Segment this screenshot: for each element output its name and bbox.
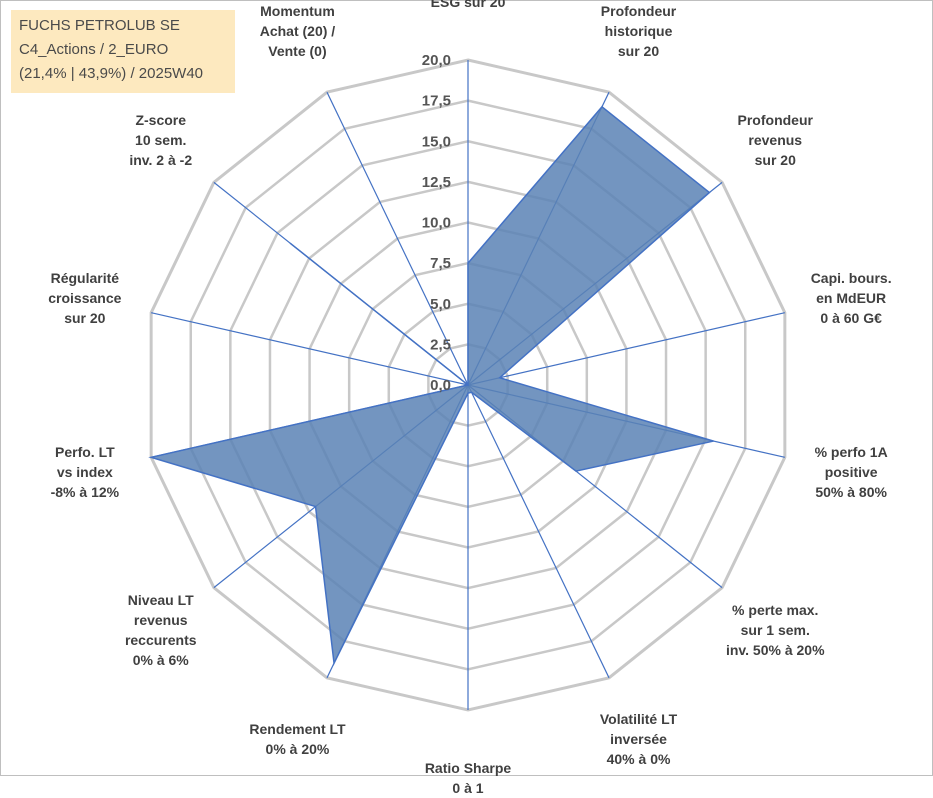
category-label-line: Profondeur: [600, 2, 677, 19]
category-label-line: en MdEUR: [816, 289, 887, 306]
tick-label: 2,5: [430, 336, 451, 353]
category-label-line: inv. 2 à -2: [129, 151, 193, 168]
category-label-line: revenus: [133, 612, 188, 629]
category-label-line: Rendement LT: [249, 721, 346, 738]
category-label: % perfo 1A positive 50% à 80%: [815, 442, 888, 502]
category-label: Volatilité LT inversée 40% à 0%: [600, 709, 677, 769]
category-label: % perte max. sur 1 sem. inv. 50% à 20%: [726, 600, 825, 660]
series-area: [148, 105, 714, 666]
tick-label: 15,0: [422, 133, 451, 150]
tick-label: 20,0: [422, 52, 451, 69]
axis-spoke: [151, 312, 469, 386]
tick-label: 0,0: [430, 377, 451, 394]
category-label-line: historique: [604, 22, 673, 39]
axis-spoke: [467, 312, 785, 386]
tick-layer: 0,0 2,5 5,0 7,5 10,0 12,5 15,0 17,5 20,0: [422, 52, 451, 394]
category-label-line: Régularité: [50, 269, 120, 286]
category-label: Profondeur revenus sur 20: [738, 110, 813, 170]
category-label-line: inversée: [610, 731, 667, 748]
tick-label: 7,5: [430, 255, 451, 272]
category-label: Perfo. LT vs index -8% à 12%: [51, 442, 119, 502]
category-label-line: sur 20: [754, 151, 796, 168]
category-label: Rendement LT 0% à 20%: [249, 719, 345, 759]
category-label-line: 0 à 60 G€: [820, 309, 882, 326]
category-label-line: Niveau LT: [127, 592, 194, 609]
category-label-line: revenus: [748, 131, 803, 148]
category-label-line: Ratio Sharpe: [424, 760, 512, 776]
category-label-line: croissance: [48, 289, 122, 306]
category-label-line: -8% à 12%: [50, 484, 120, 501]
category-label-line: vs index: [56, 464, 113, 481]
category-label: Niveau LT revenus reccurents 0% à 6%: [125, 590, 197, 670]
category-label-line: sur 20: [64, 309, 106, 326]
category-label-line: ESG sur 20: [430, 0, 506, 10]
category-label-line: reccurents: [124, 632, 197, 649]
category-label-line: 10 sem.: [135, 131, 187, 148]
category-label-line: 0 à 1: [452, 780, 484, 796]
category-label-line: % perfo 1A: [814, 444, 888, 461]
category-label: Profondeur historique sur 20: [601, 1, 676, 61]
category-label: NoteESG sur 20: [431, 0, 506, 12]
category-label: C4_Actions / 2_EURO: [19, 41, 169, 58]
category-label-line: 0% à 6%: [132, 652, 189, 669]
category-label: Régularité croissance sur 20: [48, 268, 121, 328]
category-label: Z-score 10 sem. inv. 2 à -2: [129, 110, 192, 170]
category-label-line: sur 20: [617, 42, 660, 59]
category-label: Momentum Achat (20) / Vente (0): [260, 1, 335, 61]
radar-chart: 0,0 2,5 5,0 7,5 10,0 12,5 15,0 17,5 20,0: [148, 52, 787, 712]
tick-label: 5,0: [430, 296, 451, 313]
tick-label: 17,5: [422, 93, 451, 110]
category-label: Capi. bours. en MdEUR 0 à 60 G€: [811, 268, 892, 328]
category-label-line: Volatilité LT: [599, 711, 678, 728]
info-box: FUCHS PETROLUB SE C4_Actions / 2_EURO (2…: [11, 10, 235, 93]
axis-spoke: [467, 384, 610, 679]
tick-label: 12,5: [422, 174, 451, 191]
details-label: (21,4% | 43,9%) / 2025W40: [19, 65, 203, 82]
category-label-line: Z-score: [135, 111, 187, 128]
category-label: Ratio Sharpe 0 à 1: [425, 758, 511, 798]
series-layer: [148, 105, 714, 666]
axis-spoke: [326, 91, 469, 386]
tick-label: 10,0: [422, 215, 451, 232]
category-label-line: inv. 50% à 20%: [725, 642, 825, 659]
category-label-line: 50% à 80%: [815, 484, 887, 501]
category-label-line: positive: [824, 464, 878, 481]
category-label-line: sur 1 sem.: [740, 622, 810, 639]
category-label-line: % perte max.: [732, 602, 819, 619]
category-label-line: Achat (20) /: [259, 22, 336, 39]
category-label-line: Vente (0): [268, 42, 327, 59]
category-label-line: Profondeur: [737, 111, 813, 128]
category-label-line: Capi. bours.: [810, 269, 892, 286]
category-label-line: Perfo. LT: [55, 444, 115, 461]
company-name: FUCHS PETROLUB SE: [19, 17, 180, 34]
category-label-line: 0% à 20%: [265, 741, 330, 758]
category-label-line: 40% à 0%: [606, 751, 671, 768]
category-label-line: Momentum: [260, 2, 335, 19]
